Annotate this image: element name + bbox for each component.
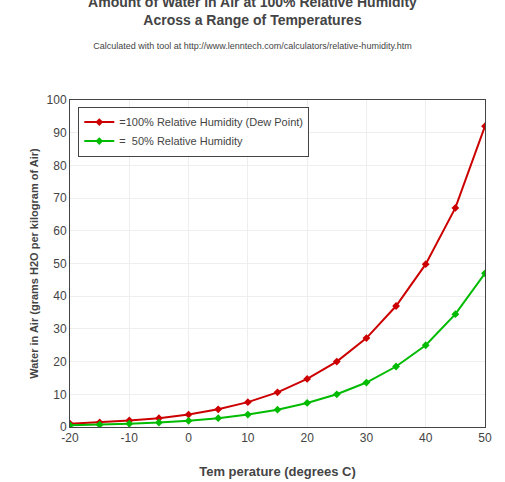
svg-text:70: 70: [53, 191, 67, 205]
svg-text:20: 20: [53, 355, 67, 369]
svg-text:0: 0: [185, 431, 192, 445]
svg-text:20: 20: [300, 431, 314, 445]
svg-text:-20: -20: [61, 431, 79, 445]
svg-text:10: 10: [53, 388, 67, 402]
svg-text:=100% Relative Humidity (Dew P: =100% Relative Humidity (Dew Point): [119, 116, 303, 128]
svg-text:-10: -10: [121, 431, 139, 445]
svg-text:50: 50: [53, 257, 67, 271]
svg-text:30: 30: [360, 431, 374, 445]
svg-text:Water in Air (grams H2O per ki: Water in Air (grams H2O per kilogram of …: [28, 148, 40, 379]
svg-text:50: 50: [478, 431, 492, 445]
svg-text:10: 10: [241, 431, 255, 445]
svg-text:Tem perature (degrees C): Tem perature (degrees C): [199, 464, 356, 479]
svg-text:0: 0: [60, 420, 67, 434]
svg-text:30: 30: [53, 322, 67, 336]
svg-text:60: 60: [53, 224, 67, 238]
svg-text:80: 80: [53, 159, 67, 173]
svg-text:90: 90: [53, 126, 67, 140]
svg-text:Amount of Water in Air at 100%: Amount of Water in Air at 100% Relative …: [88, 0, 417, 28]
svg-text:= 50% Relative Humidity: = 50% Relative Humidity: [119, 135, 243, 147]
svg-text:40: 40: [419, 431, 433, 445]
svg-text:Calculated with tool at http:/: Calculated with tool at http://www.lennt…: [93, 41, 411, 51]
svg-text:40: 40: [53, 289, 67, 303]
svg-text:100: 100: [47, 93, 67, 107]
